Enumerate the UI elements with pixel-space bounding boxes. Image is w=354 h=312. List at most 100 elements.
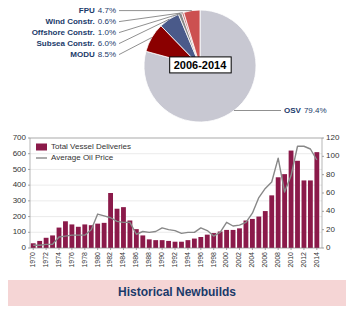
y-tick-label: 300 (13, 196, 27, 205)
pie-label-category: FPU (79, 6, 95, 15)
x-tick (97, 248, 98, 250)
x-tick-label: 2006 (261, 252, 268, 268)
chart-root: FPU4.7%Wind Constr.0.6%Offshore Constr.1… (0, 0, 354, 312)
background (0, 0, 354, 312)
pie-label: MODU8.5% (70, 50, 116, 59)
y-tick-label: 100 (13, 227, 27, 236)
x-tick (46, 248, 47, 250)
y-tick-label: 600 (13, 149, 27, 158)
x-tick (200, 248, 201, 250)
pie-label-value: 0.6% (98, 17, 116, 26)
x-tick-label: 1998 (210, 252, 217, 268)
bar (147, 239, 152, 248)
x-tick (136, 248, 137, 250)
pie-label-value: 6.0% (98, 39, 116, 48)
x-tick-label: 2008 (274, 252, 281, 268)
bar (192, 239, 197, 248)
bar (153, 240, 158, 248)
footer: Historical Newbuilds (8, 280, 346, 306)
leader-line (119, 38, 152, 55)
y2-tick-label: 40 (326, 206, 335, 215)
x-tick (213, 248, 214, 250)
x-tick-label: 1986 (132, 252, 139, 268)
bar (302, 180, 307, 248)
x-tick (175, 248, 176, 250)
pie-label-value: 8.5% (98, 50, 116, 59)
x-tick (123, 248, 124, 250)
x-tick-label: 1976 (68, 252, 75, 268)
x-tick-label: 1974 (55, 252, 62, 268)
x-tick (278, 248, 279, 250)
x-tick-label: 2000 (222, 252, 229, 268)
footer-band (8, 280, 346, 306)
pie-label-category: Subsea Constr. (37, 39, 95, 48)
pie-label-category: MODU (70, 50, 95, 59)
x-tick (291, 248, 292, 250)
x-tick-label: 1996 (197, 252, 204, 268)
x-tick-label: 1984 (119, 252, 126, 268)
bar (269, 195, 274, 248)
bar (69, 224, 74, 248)
x-tick (226, 248, 227, 250)
x-tick (265, 248, 266, 250)
bar (63, 221, 68, 248)
grid-line (30, 169, 322, 170)
pie-label-category: Wind Constr. (46, 17, 95, 26)
leader-line (119, 13, 183, 22)
x-tick (239, 248, 240, 250)
bar (295, 161, 300, 248)
y-tick-label: 700 (13, 133, 27, 142)
bar (166, 241, 171, 248)
x-tick (84, 248, 85, 250)
bar (186, 240, 191, 248)
pie-chart: FPU4.7%Wind Constr.0.6%Offshore Constr.1… (32, 6, 327, 122)
bar (256, 217, 261, 248)
x-tick (33, 248, 34, 250)
bar (108, 193, 113, 248)
x-tick (187, 248, 188, 250)
pie-label: Wind Constr.0.6% (46, 17, 117, 26)
bar (250, 219, 255, 248)
bar (237, 228, 242, 248)
legend-swatch (36, 157, 47, 158)
leader-line (119, 19, 169, 43)
x-tick-label: 2004 (248, 252, 255, 268)
bar (308, 180, 313, 248)
legend-swatch (36, 144, 47, 151)
legend: Total Vessel DeliveriesAverage Oil Price (36, 142, 131, 162)
x-tick (303, 248, 304, 250)
x-tick-label: 1980 (94, 252, 101, 268)
pie-label: FPU4.7% (79, 6, 116, 15)
x-tick (316, 248, 317, 250)
x-tick-label: 2010 (287, 252, 294, 268)
y-tick-label: 200 (13, 212, 27, 221)
x-tick (162, 248, 163, 250)
bar (205, 235, 210, 248)
bar (102, 223, 107, 248)
pie-label-value: 4.7% (98, 6, 116, 15)
bar (140, 235, 145, 248)
x-tick-label: 1982 (106, 252, 113, 268)
y2-tick-label: 100 (326, 151, 340, 160)
pie-label-value: 1.0% (98, 28, 116, 37)
x-tick-label: 1970 (29, 252, 36, 268)
y2-tick-label: 80 (326, 170, 335, 179)
bar (82, 224, 87, 248)
bar (276, 177, 281, 248)
bar (76, 227, 81, 248)
legend-label: Total Vessel Deliveries (51, 142, 131, 151)
pie-label: Subsea Constr.6.0% (37, 39, 116, 48)
bar (224, 230, 229, 248)
y2-tick-label: 20 (326, 225, 335, 234)
pie-slice (144, 10, 256, 122)
x-tick-label: 1988 (145, 252, 152, 268)
x-tick (71, 248, 72, 250)
x-tick-label: 1994 (184, 252, 191, 268)
pie-label-value: 79.4% (304, 106, 327, 115)
bar (231, 230, 236, 248)
bar (95, 224, 100, 248)
x-tick (59, 248, 60, 250)
pie-center-text: 2006-2014 (174, 59, 227, 71)
y2-tick-label: 0 (326, 243, 331, 252)
leader-line (119, 14, 180, 33)
